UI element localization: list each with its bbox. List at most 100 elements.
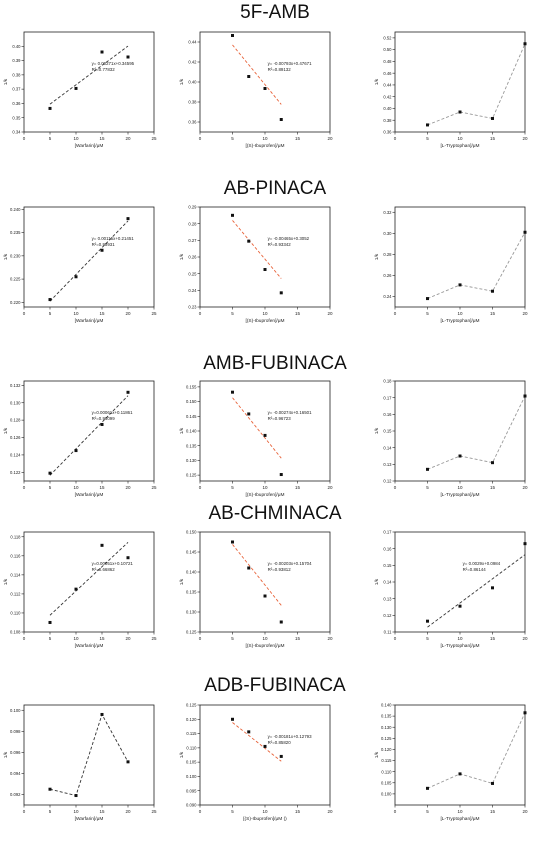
x-tick-label: 0: [199, 311, 202, 316]
fit-line: [49, 542, 129, 616]
x-tick-label: 0: [23, 136, 26, 141]
fit-line: [49, 220, 129, 302]
data-point: [126, 760, 130, 764]
plot-frame: [199, 531, 331, 633]
y-axis-label: 1/k: [374, 578, 380, 585]
x-tick-label: 5: [49, 311, 52, 316]
x-tick-label: 5: [49, 485, 52, 490]
x-tick-label: 5: [231, 636, 234, 641]
y-tick-label: 0.155: [186, 384, 197, 389]
plot-frame: [199, 380, 331, 482]
x-axis-label: [L-Tryptophan]/μM: [440, 492, 479, 498]
x-tick-label: 5: [426, 485, 429, 490]
x-tick-label: 10: [73, 636, 79, 641]
data-point: [231, 213, 234, 217]
chart: 0 5 10 15 20 25 0.108 0.110 0.112 0.114 0.116 0.118…: [3, 531, 157, 649]
data-point: [458, 454, 462, 458]
data-point: [458, 283, 462, 287]
plot-frame: [23, 704, 155, 806]
x-tick-label: 5: [426, 311, 429, 316]
x-tick-label: 15: [490, 136, 496, 141]
x-axis-label: [L-Tryptophan]/μM: [440, 318, 479, 324]
chart: 0 5 10 15 20 25 0.34 0.35 0.36 0.37 0.38 0.39 0.40 [W…: [3, 31, 157, 149]
y-tick-label: 0.24: [188, 288, 197, 293]
x-axis-label: [Warfarin]/μM: [75, 318, 104, 324]
y-tick-label: 0.40: [12, 44, 21, 49]
x-tick-label: 5: [49, 809, 52, 814]
x-tick-label: 20: [327, 311, 333, 316]
x-axis-label: [(S)-Ibuprofen]/μM (): [243, 816, 287, 822]
y-tick-label: 0.100: [381, 791, 392, 796]
fit-line: [232, 44, 282, 105]
x-tick-label: 5: [231, 485, 234, 490]
data-point: [523, 42, 527, 46]
y-tick-label: 0.092: [10, 792, 21, 797]
y-tick-label: 0.25: [188, 271, 197, 276]
data-point: [263, 87, 267, 90]
data-point: [491, 289, 494, 293]
x-tick-label: 25: [151, 636, 157, 641]
fit-equation-text: y= 0.00271x+0.34595: [92, 61, 135, 66]
y-tick-label: 0.130: [186, 610, 197, 615]
data-point: [458, 110, 462, 114]
data-point: [100, 422, 104, 426]
x-tick-label: 0: [23, 485, 26, 490]
y-tick-label: 0.105: [381, 780, 392, 785]
fit-equation-text: y= -0.00465x+0.3052: [268, 236, 310, 241]
fit-equation-text: R²=0.96723: [268, 416, 292, 421]
x-tick-label: 15: [295, 311, 301, 316]
x-tick-label: 10: [457, 809, 463, 814]
fit-line: [232, 722, 282, 762]
y-tick-label: 0.130: [186, 458, 197, 463]
y-tick-label: 0.17: [383, 530, 392, 535]
x-tick-label: 15: [295, 636, 301, 641]
x-tick-label: 0: [23, 311, 26, 316]
y-tick-label: 0.39: [12, 58, 21, 63]
data-point: [100, 712, 104, 716]
plot-frame: [394, 531, 526, 633]
y-tick-label: 0.150: [186, 399, 197, 404]
y-tick-label: 0.11: [384, 630, 393, 635]
y-tick-label: 0.16: [383, 546, 392, 551]
y-axis-label: 1/k: [3, 578, 9, 585]
x-tick-label: 10: [262, 311, 268, 316]
y-tick-label: 0.145: [186, 414, 197, 419]
x-tick-label: 15: [490, 636, 496, 641]
y-tick-label: 0.230: [10, 253, 21, 258]
y-axis-label: 1/k: [374, 253, 380, 260]
fit-equation-text: R²=0.86144: [463, 567, 487, 572]
x-tick-label: 5: [231, 809, 234, 814]
y-tick-label: 0.130: [381, 725, 392, 730]
data-point: [426, 467, 429, 471]
x-tick-label: 15: [99, 485, 105, 490]
y-tick-label: 0.26: [188, 255, 197, 260]
x-tick-label: 25: [151, 485, 157, 490]
data-point: [231, 390, 234, 394]
y-tick-label: 0.36: [188, 120, 197, 125]
section-title: AB-PINACA: [223, 178, 327, 199]
x-tick-label: 15: [99, 136, 105, 141]
x-axis-label: [Warfarin]/μM: [75, 816, 104, 822]
y-tick-label: 0.13: [383, 462, 392, 467]
data-point: [48, 787, 52, 791]
x-tick-label: 10: [262, 809, 268, 814]
y-tick-label: 0.44: [383, 83, 392, 88]
fit-equation-text: R²=0.85820: [268, 740, 292, 745]
data-point: [426, 123, 429, 127]
y-tick-label: 0.40: [383, 106, 392, 111]
connecting-line: [427, 232, 526, 299]
x-tick-label: 20: [327, 485, 333, 490]
x-tick-label: 20: [522, 485, 528, 490]
fit-equation-text: y= -0.00181x+0.12793: [268, 734, 313, 739]
fit-line: [232, 397, 282, 459]
data-point: [458, 772, 462, 776]
y-tick-label: 0.42: [383, 94, 392, 99]
y-tick-label: 0.48: [383, 59, 392, 64]
connecting-line: [49, 713, 129, 797]
y-tick-label: 0.29: [188, 205, 197, 210]
y-tick-label: 0.120: [381, 747, 392, 752]
x-tick-label: 25: [151, 809, 157, 814]
y-tick-label: 0.108: [10, 630, 21, 635]
data-point: [100, 50, 104, 54]
data-point: [48, 471, 52, 475]
